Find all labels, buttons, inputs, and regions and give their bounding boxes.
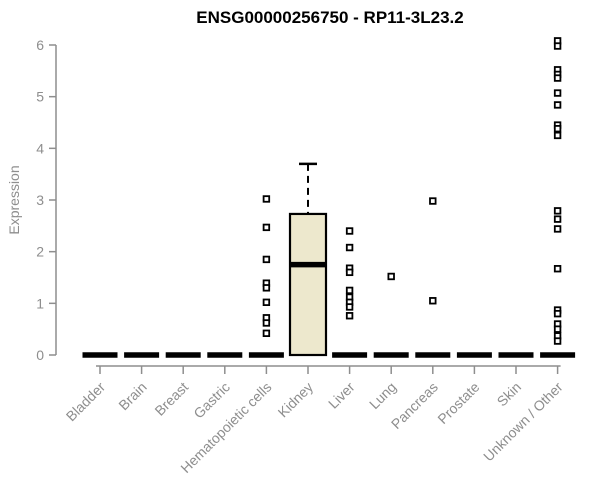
x-axis-category-label: Lung xyxy=(366,379,399,412)
outlier-point xyxy=(553,265,562,273)
x-axis-category-label: Kidney xyxy=(275,379,317,421)
outlier-point xyxy=(429,297,437,305)
outlier-point xyxy=(262,255,271,264)
outlier-point xyxy=(553,225,562,233)
outlier-point xyxy=(553,309,562,318)
y-tick-label: 4 xyxy=(36,140,44,156)
outlier-point xyxy=(553,215,562,223)
outlier-point xyxy=(553,325,562,333)
outlier-point xyxy=(345,303,354,311)
outlier-point xyxy=(262,329,271,337)
outlier-point xyxy=(262,319,271,327)
outlier-point xyxy=(553,207,562,215)
outlier-point xyxy=(553,101,562,109)
outlier-point xyxy=(262,284,271,292)
y-tick-label: 3 xyxy=(36,192,44,208)
x-axis-category-label: Liver xyxy=(325,379,358,412)
outlier-point xyxy=(553,74,562,82)
y-tick-label: 6 xyxy=(36,37,44,53)
outlier-point xyxy=(429,197,437,205)
outlier-point xyxy=(553,131,562,140)
outlier-point xyxy=(262,223,271,232)
chart-title: ENSG00000256750 - RP11-3L23.2 xyxy=(196,8,464,27)
outlier-point xyxy=(553,337,562,345)
boxplot-box xyxy=(288,212,328,357)
outlier-point xyxy=(553,125,562,133)
y-tick-label: 0 xyxy=(36,347,44,363)
outlier-point xyxy=(345,286,354,295)
outlier-point xyxy=(345,243,354,252)
y-tick-label: 2 xyxy=(36,244,44,260)
x-axis-category-label: Prostate xyxy=(434,379,482,427)
x-axis-category-label: Breast xyxy=(151,379,191,419)
x-axis-category-label: Brain xyxy=(115,379,149,413)
y-tick-label: 5 xyxy=(36,89,44,105)
outlier-point xyxy=(387,272,395,281)
x-axis-category-label: Unknown / Other xyxy=(480,379,566,465)
y-tick-label: 1 xyxy=(36,295,44,311)
x-axis-category-label: Bladder xyxy=(63,379,109,425)
outlier-point xyxy=(262,298,271,306)
outlier-point xyxy=(345,227,354,235)
outlier-point xyxy=(345,312,354,320)
outlier-point xyxy=(262,195,271,203)
x-axis-category-label: Skin xyxy=(494,379,525,410)
outlier-point xyxy=(345,268,354,277)
outlier-point xyxy=(553,89,562,97)
outlier-point xyxy=(553,42,562,50)
